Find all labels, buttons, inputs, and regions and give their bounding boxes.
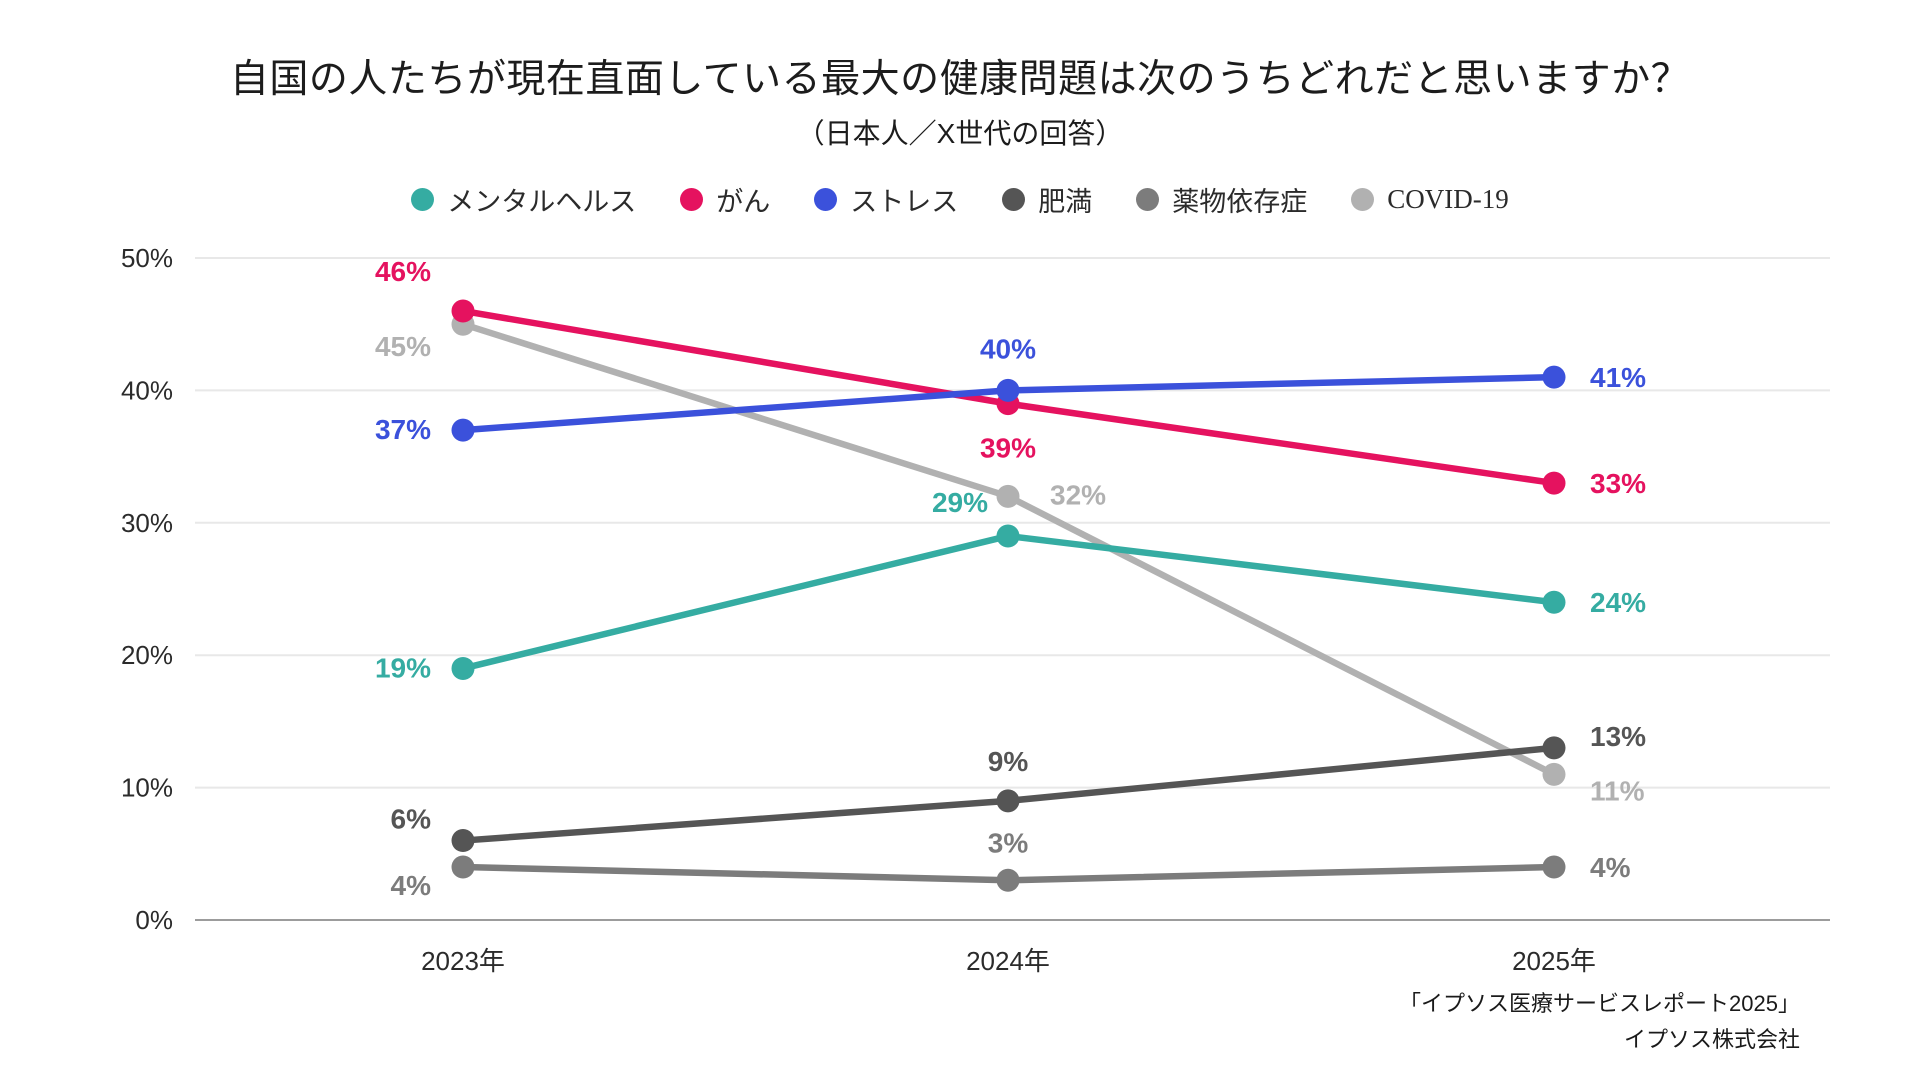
legend-dot-icon — [1351, 188, 1375, 211]
source-line-1: 「イプソス医療サービスレポート2025」 — [1399, 991, 1800, 1016]
value-label-薬物依存症: 4% — [1590, 852, 1631, 883]
value-label-ストレス: 37% — [375, 414, 431, 445]
value-label-メンタルヘルス: 19% — [375, 652, 431, 683]
value-label-メンタルヘルス: 29% — [932, 487, 988, 518]
legend-dot-icon — [1136, 188, 1160, 211]
chart-subtitle: （日本人／X世代の回答） — [796, 118, 1124, 149]
legend-label: 薬物依存症 — [1172, 187, 1308, 217]
y-axis-tick-label: 30% — [121, 508, 173, 538]
value-label-COVID-19: 11% — [1590, 775, 1645, 806]
value-label-COVID-19: 45% — [375, 331, 431, 362]
legend-label: ストレス — [850, 187, 959, 217]
y-axis-tick-label: 10% — [121, 773, 173, 803]
legend-item-メンタルヘルス: メンタルヘルス — [411, 180, 636, 219]
x-axis-tick-label: 2024年 — [966, 946, 1050, 976]
legend-item-ストレス: ストレス — [814, 180, 958, 219]
data-point-メンタルヘルス — [451, 656, 475, 680]
value-label-肥満: 13% — [1590, 721, 1646, 752]
legend-dot-icon — [1002, 188, 1026, 211]
y-axis-tick-label: 0% — [135, 905, 173, 935]
legend-item-がん: がん — [680, 180, 770, 219]
data-point-薬物依存症 — [1542, 855, 1566, 879]
value-label-薬物依存症: 3% — [988, 827, 1029, 858]
legend-item-肥満: 肥満 — [1002, 180, 1092, 219]
value-label-がん: 46% — [375, 256, 431, 287]
value-label-がん: 39% — [980, 433, 1036, 464]
y-axis-tick-label: 20% — [121, 640, 173, 670]
value-label-がん: 33% — [1590, 468, 1646, 499]
data-point-がん — [1542, 471, 1566, 495]
data-point-メンタルヘルス — [1542, 590, 1566, 614]
data-point-メンタルヘルス — [996, 524, 1020, 548]
value-label-肥満: 9% — [988, 746, 1029, 777]
data-point-がん — [451, 299, 475, 323]
data-point-薬物依存症 — [996, 868, 1020, 892]
legend-dot-icon — [680, 188, 704, 211]
data-point-ストレス — [996, 378, 1020, 402]
legend-label: 肥満 — [1038, 187, 1093, 217]
data-point-ストレス — [1542, 365, 1566, 389]
data-point-肥満 — [451, 829, 475, 853]
data-point-薬物依存症 — [451, 855, 475, 879]
legend-dot-icon — [411, 188, 435, 211]
legend-item-COVID-19: COVID-19 — [1351, 184, 1509, 215]
value-label-ストレス: 41% — [1590, 362, 1646, 393]
legend-label: メンタルヘルス — [447, 187, 637, 217]
value-label-COVID-19: 32% — [1050, 479, 1106, 510]
chart-legend: メンタルヘルス がん ストレス 肥満 薬物依存症 COVID-19 — [0, 180, 1920, 219]
legend-label: COVID-19 — [1387, 184, 1509, 214]
legend-item-薬物依存症: 薬物依存症 — [1136, 180, 1307, 219]
data-point-肥満 — [1542, 736, 1566, 760]
y-axis-tick-label: 40% — [121, 375, 173, 405]
x-axis-tick-label: 2023年 — [421, 946, 505, 976]
source-attribution: 「イプソス医療サービスレポート2025」 イプソス株式会社 — [1399, 986, 1800, 1058]
legend-dot-icon — [814, 188, 838, 211]
legend-label: がん — [716, 187, 771, 217]
value-label-薬物依存症: 4% — [391, 870, 432, 901]
x-axis-tick-label: 2025年 — [1512, 946, 1596, 976]
data-point-肥満 — [996, 789, 1020, 813]
series-line-メンタルヘルス — [459, 532, 1558, 672]
value-label-肥満: 6% — [391, 804, 432, 835]
data-point-ストレス — [451, 418, 475, 442]
data-point-COVID-19 — [996, 484, 1020, 508]
value-label-ストレス: 40% — [980, 333, 1036, 364]
source-line-2: イプソス株式会社 — [1623, 1027, 1800, 1052]
chart-title: 自国の人たちが現在直面している最大の健康問題は次のうちどれだと思いますか？ — [229, 58, 1691, 101]
value-label-メンタルヘルス: 24% — [1590, 587, 1646, 618]
data-point-COVID-19 — [1542, 762, 1566, 786]
y-axis-tick-label: 50% — [121, 243, 173, 273]
